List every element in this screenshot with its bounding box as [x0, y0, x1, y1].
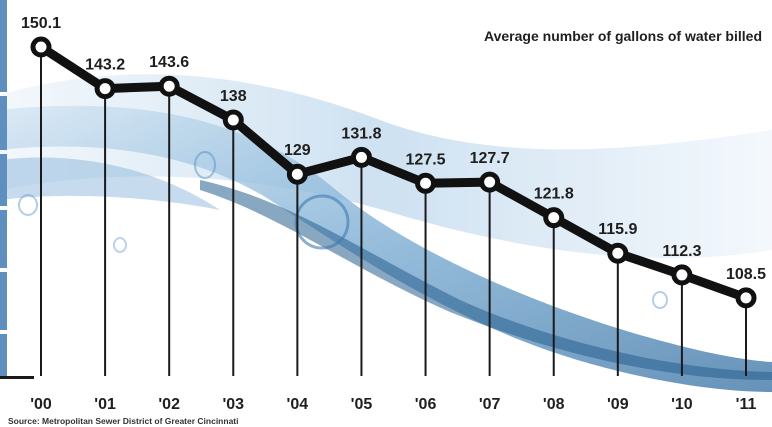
data-label-5: 131.8: [341, 125, 381, 142]
x-tick-label-5: '05: [351, 396, 373, 413]
data-point-7: [479, 171, 501, 193]
data-point-1: [94, 78, 116, 100]
x-tick-label-9: '09: [607, 396, 629, 413]
x-tick-label-7: '07: [479, 396, 501, 413]
data-point-0: [30, 36, 52, 58]
data-label-9: 115.9: [598, 221, 637, 238]
data-label-2: 143.6: [149, 54, 189, 71]
data-point-6: [415, 172, 437, 194]
x-tick-label-6: '06: [415, 396, 437, 413]
x-tick-label-11: '11: [736, 396, 757, 413]
x-tick-label-1: '01: [94, 396, 116, 413]
left-edge-tabs: [0, 0, 7, 376]
data-label-3: 138: [220, 88, 247, 105]
x-tick-label-0: '00: [30, 396, 52, 413]
x-tick-label-8: '08: [543, 396, 565, 413]
data-point-9: [607, 242, 629, 264]
data-label-10: 112.3: [662, 243, 701, 260]
data-point-8: [543, 207, 565, 229]
x-tick-label-3: '03: [222, 396, 244, 413]
data-label-0: 150.1: [21, 15, 61, 32]
x-tick-labels: '00 '01 '02 '03 '04 '05 '06 '07 '08 '09 '10 '11: [30, 396, 756, 413]
data-label-4: 129: [284, 142, 311, 159]
x-tick-label-10: '10: [671, 396, 693, 413]
data-markers: [30, 36, 757, 309]
data-point-4: [286, 163, 308, 185]
data-label-6: 127.5: [406, 151, 446, 168]
data-label-11: 108.5: [726, 266, 766, 283]
data-label-8: 121.8: [534, 186, 574, 203]
x-tick-label-2: '02: [158, 396, 180, 413]
data-label-1: 143.2: [85, 57, 125, 74]
data-point-5: [350, 146, 372, 168]
source-note: Source: Metropolitan Sewer District of G…: [8, 416, 239, 426]
x-tick-label-4: '04: [287, 396, 309, 413]
chart-title: Average number of gallons of water bille…: [484, 28, 762, 44]
data-point-10: [671, 264, 693, 286]
data-label-7: 127.7: [470, 150, 510, 167]
data-labels: 150.1 143.2 143.6 138 129 131.8 127.5 127.7 121.…: [21, 15, 766, 283]
water-background: [0, 74, 772, 392]
drop-lines: [40, 47, 747, 376]
base-stub: [0, 376, 34, 379]
data-point-2: [158, 75, 180, 97]
series-line: [36, 42, 751, 303]
data-point-3: [222, 109, 244, 131]
data-point-11: [735, 287, 757, 309]
